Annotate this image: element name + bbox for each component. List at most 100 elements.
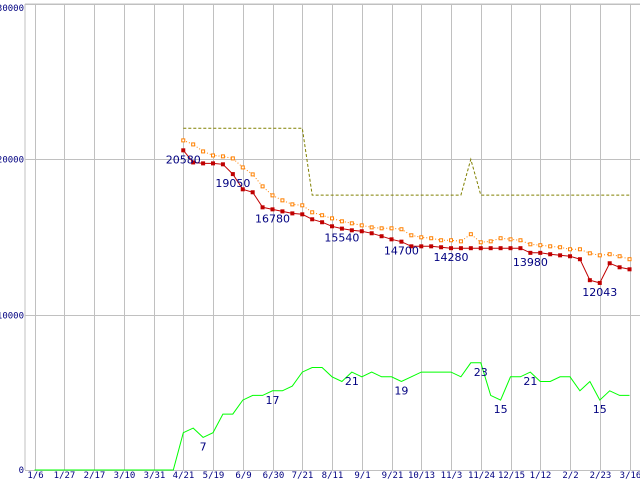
x-tick-label: 6/30	[263, 471, 285, 480]
data-point-red-solid	[587, 278, 592, 283]
data-point-orange-dotted	[399, 227, 404, 232]
data-point-orange-dotted	[300, 203, 305, 208]
data-label-red-solid: 20580	[166, 153, 201, 166]
data-point-orange-dotted	[528, 242, 533, 247]
data-point-orange-dotted	[270, 193, 275, 198]
data-point-orange-dotted	[518, 238, 523, 243]
data-point-orange-dotted	[240, 165, 245, 170]
data-point-orange-dotted	[181, 138, 186, 143]
grid	[24, 3, 640, 471]
x-tick-label: 1/12	[530, 471, 552, 480]
x-tick-label: 1/27	[54, 471, 76, 480]
series-line-olive-dashed	[183, 127, 630, 196]
data-point-red-solid	[617, 265, 622, 270]
data-point-orange-dotted	[488, 239, 493, 244]
x-tick-label: 2/23	[590, 471, 612, 480]
data-point-red-solid	[220, 162, 225, 167]
data-point-red-solid	[528, 250, 533, 255]
data-point-orange-dotted	[577, 247, 582, 252]
y-tick-label: 30000	[0, 4, 24, 14]
data-label-red-solid: 19050	[215, 177, 250, 190]
data-point-orange-dotted	[369, 225, 374, 230]
data-point-orange-dotted	[498, 236, 503, 241]
data-point-red-solid	[478, 246, 483, 251]
data-point-orange-dotted	[508, 237, 513, 242]
x-tick-label: 2/2	[562, 471, 578, 480]
data-point-orange-dotted	[230, 156, 235, 161]
data-point-orange-dotted	[429, 236, 434, 241]
x-tick-label: 5/19	[203, 471, 225, 480]
data-label-red-solid: 14280	[434, 251, 469, 264]
data-point-red-solid	[211, 161, 216, 166]
x-tick-label: 4/21	[173, 471, 195, 480]
data-label-green-solid: 21	[345, 375, 359, 388]
data-point-red-solid	[349, 228, 354, 233]
data-point-red-solid	[548, 252, 553, 257]
data-point-red-solid	[488, 246, 493, 251]
data-point-orange-dotted	[389, 226, 394, 231]
data-point-red-solid	[449, 246, 454, 251]
data-label-green-solid: 23	[474, 366, 488, 379]
data-point-red-solid	[439, 245, 444, 250]
data-label-red-solid: 13980	[513, 256, 548, 269]
data-point-orange-dotted	[201, 149, 206, 154]
data-point-red-solid	[310, 217, 315, 222]
data-point-red-solid	[597, 280, 602, 285]
data-point-red-solid	[389, 237, 394, 242]
data-point-orange-dotted	[191, 142, 196, 147]
data-point-orange-dotted	[260, 184, 265, 189]
data-point-red-solid	[399, 239, 404, 244]
data-point-red-solid	[419, 244, 424, 249]
data-label-green-solid: 19	[394, 384, 408, 397]
data-point-red-solid	[359, 229, 364, 234]
data-point-orange-dotted	[627, 257, 632, 262]
data-point-red-solid	[458, 246, 463, 251]
data-point-orange-dotted	[478, 240, 483, 245]
data-point-orange-dotted	[349, 221, 354, 226]
data-point-red-solid	[468, 246, 473, 251]
data-point-orange-dotted	[250, 172, 255, 177]
data-point-orange-dotted	[568, 247, 573, 252]
data-point-orange-dotted	[330, 216, 335, 221]
data-point-orange-dotted	[538, 243, 543, 248]
data-point-red-solid	[280, 209, 285, 214]
data-label-green-solid: 7	[200, 440, 207, 453]
data-label-green-solid: 21	[523, 375, 537, 388]
x-tick-label: 2/17	[84, 471, 106, 480]
data-point-red-solid	[518, 246, 523, 251]
data-label-green-solid: 17	[266, 394, 280, 407]
series-group	[34, 127, 632, 471]
data-point-red-solid	[508, 246, 513, 251]
y-tick-label: 10000	[0, 312, 24, 322]
x-tick-label: 7/21	[292, 471, 314, 480]
x-tick-label: 11/3	[441, 471, 463, 480]
data-point-red-solid	[240, 187, 245, 192]
data-point-orange-dotted	[617, 254, 622, 259]
data-label-red-solid: 12043	[582, 286, 617, 299]
data-point-orange-dotted	[458, 239, 463, 244]
data-point-orange-dotted	[558, 245, 563, 250]
y-tick-label: 20000	[0, 156, 24, 166]
data-point-orange-dotted	[320, 213, 325, 218]
data-point-orange-dotted	[439, 238, 444, 243]
x-tick-label: 9/21	[382, 471, 404, 480]
data-point-red-solid	[230, 172, 235, 177]
data-point-red-solid	[270, 207, 275, 212]
data-point-orange-dotted	[290, 202, 295, 207]
data-point-orange-dotted	[379, 226, 384, 231]
y-axis-ticks: 0 10000 20000 30000	[0, 4, 24, 476]
y-tick-label: 0	[19, 466, 24, 476]
data-label-red-solid: 16780	[255, 212, 290, 225]
data-label-green-solid: 15	[494, 403, 508, 416]
data-label-red-solid: 14700	[384, 245, 419, 258]
data-point-orange-dotted	[359, 223, 364, 228]
data-point-orange-dotted	[409, 233, 414, 238]
series-line-orange-dotted	[183, 139, 630, 260]
data-label-red-solid: 15540	[324, 232, 359, 245]
data-point-red-solid	[201, 161, 206, 166]
data-point-orange-dotted	[468, 232, 473, 237]
data-point-red-solid	[339, 226, 344, 231]
x-tick-label: 11/24	[468, 471, 495, 480]
data-point-red-solid	[429, 244, 434, 249]
